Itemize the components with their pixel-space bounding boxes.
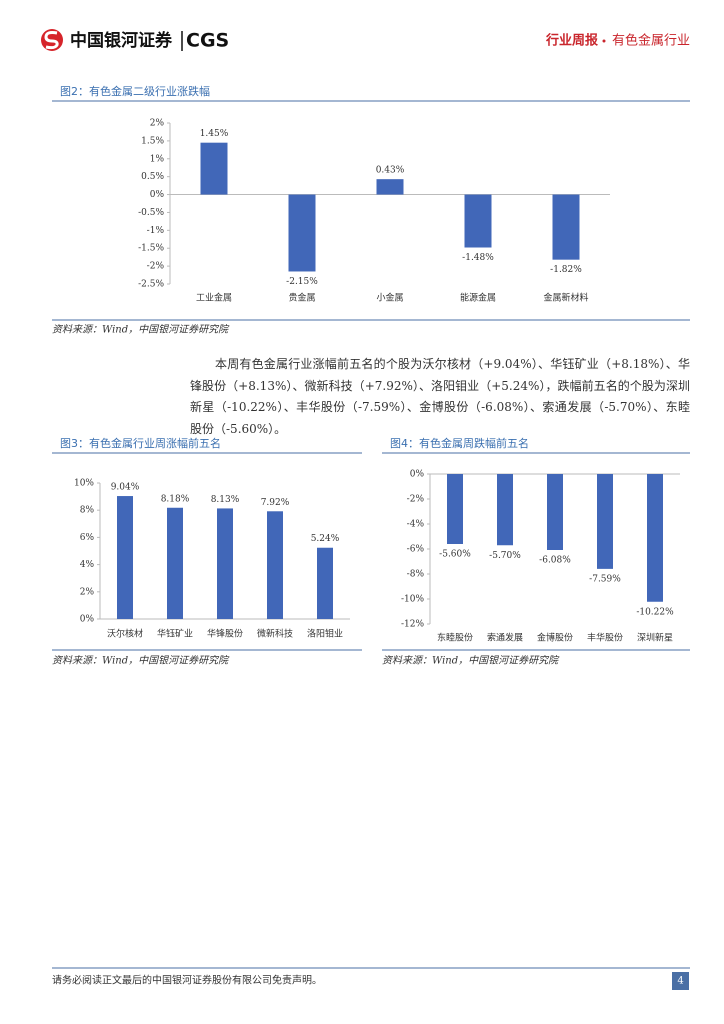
- y-tick-label: 2%: [150, 119, 165, 129]
- value-label: 7.92%: [261, 498, 290, 508]
- x-tick-label: 深圳新星: [637, 632, 673, 644]
- y-tick-label: -4%: [407, 520, 425, 530]
- y-tick-label: -0.5%: [138, 208, 164, 218]
- y-tick-label: -12%: [401, 620, 424, 630]
- logo-en: CGS: [186, 30, 229, 52]
- bar: [288, 194, 316, 272]
- value-label: -10.22%: [636, 607, 674, 617]
- bar: [317, 547, 333, 619]
- x-tick-label: 金博股份: [537, 632, 573, 644]
- y-tick-label: 6%: [80, 533, 95, 543]
- value-label: 9.04%: [111, 483, 140, 493]
- bar: [117, 496, 133, 619]
- value-label: -2.15%: [286, 277, 318, 287]
- x-tick-label: 沃尔核材: [107, 628, 143, 640]
- source-note: 资料来源：Wind，中国银河证券研究院: [52, 655, 230, 667]
- figure-caption: 图2：有色金属二级行业涨跌幅: [60, 84, 210, 98]
- report-type: 行业周报: [545, 33, 599, 49]
- x-tick-label: 丰华股份: [587, 632, 623, 644]
- y-tick-label: 1%: [150, 154, 165, 164]
- bar: [376, 179, 404, 195]
- body-paragraph: 本周有色金属行业涨幅前五名的个股为沃尔核材（+9.04%）、华钰矿业（+8.18…: [190, 357, 690, 436]
- page-number: 4: [677, 976, 683, 987]
- value-label: 0.43%: [376, 166, 405, 176]
- bar: [497, 474, 513, 546]
- disclaimer: 请务必阅读正文最后的中国银河证券股份有限公司免责声明。: [52, 974, 322, 987]
- bar: [267, 511, 283, 619]
- y-tick-label: -2%: [147, 262, 165, 272]
- value-label: -5.70%: [489, 551, 521, 561]
- y-tick-label: 0%: [150, 190, 165, 200]
- y-tick-label: -2.5%: [138, 280, 164, 290]
- value-label: 8.18%: [161, 494, 190, 504]
- value-label: -1.82%: [550, 265, 582, 275]
- x-tick-label: 小金属: [376, 292, 403, 304]
- x-tick-label: 华锋股份: [207, 628, 243, 640]
- y-tick-label: 1.5%: [141, 136, 164, 146]
- y-tick-label: -8%: [407, 570, 425, 580]
- bar: [200, 142, 228, 195]
- x-tick-label: 东睦股份: [437, 632, 473, 644]
- y-tick-label: 0%: [80, 615, 95, 625]
- y-tick-label: -1.5%: [138, 244, 164, 254]
- x-tick-label: 工业金属: [196, 292, 232, 304]
- value-label: 1.45%: [200, 129, 229, 139]
- x-tick-label: 洛阳钼业: [307, 628, 343, 640]
- value-label: 5.24%: [311, 534, 340, 544]
- value-label: 8.13%: [211, 495, 240, 505]
- y-tick-label: 2%: [80, 587, 95, 597]
- y-tick-label: -6%: [407, 545, 425, 555]
- figure-caption: 图4：有色金属周跌幅前五名: [390, 436, 529, 450]
- y-tick-label: 10%: [74, 479, 94, 489]
- x-tick-label: 微新科技: [257, 628, 293, 640]
- y-tick-label: -2%: [407, 495, 425, 505]
- y-tick-label: 0.5%: [141, 172, 164, 182]
- source-note: 资料来源：Wind，中国银河证券研究院: [382, 655, 560, 667]
- bar: [597, 474, 613, 569]
- y-tick-label: 0%: [410, 470, 425, 480]
- x-tick-label: 华钰矿业: [157, 628, 193, 640]
- value-label: -7.59%: [589, 574, 621, 584]
- bar: [167, 507, 183, 619]
- bar: [447, 474, 463, 544]
- bar: [464, 194, 492, 248]
- bar: [647, 474, 663, 602]
- logo-mark: [44, 31, 59, 50]
- source-note: 资料来源：Wind，中国银河证券研究院: [52, 324, 230, 336]
- value-label: -6.08%: [539, 556, 571, 566]
- logo-cn: 中国银河证券: [70, 30, 173, 51]
- figure-caption: 图3：有色金属行业周涨幅前五名: [60, 436, 221, 450]
- y-tick-label: -1%: [147, 226, 165, 236]
- value-label: -5.60%: [439, 550, 471, 560]
- bar: [552, 194, 580, 260]
- x-tick-label: 金属新材料: [543, 292, 588, 304]
- y-tick-label: 8%: [80, 506, 95, 516]
- value-label: -1.48%: [462, 253, 494, 263]
- x-tick-label: 索通发展: [487, 632, 523, 644]
- separator-dot: [602, 39, 606, 43]
- y-tick-label: -10%: [401, 595, 424, 605]
- bar: [547, 474, 563, 550]
- x-tick-label: 能源金属: [460, 292, 496, 304]
- bar: [217, 508, 233, 619]
- page-box: [672, 972, 689, 990]
- industry: 有色金属行业: [612, 33, 690, 49]
- y-tick-label: 4%: [80, 560, 95, 570]
- x-tick-label: 贵金属: [288, 292, 315, 304]
